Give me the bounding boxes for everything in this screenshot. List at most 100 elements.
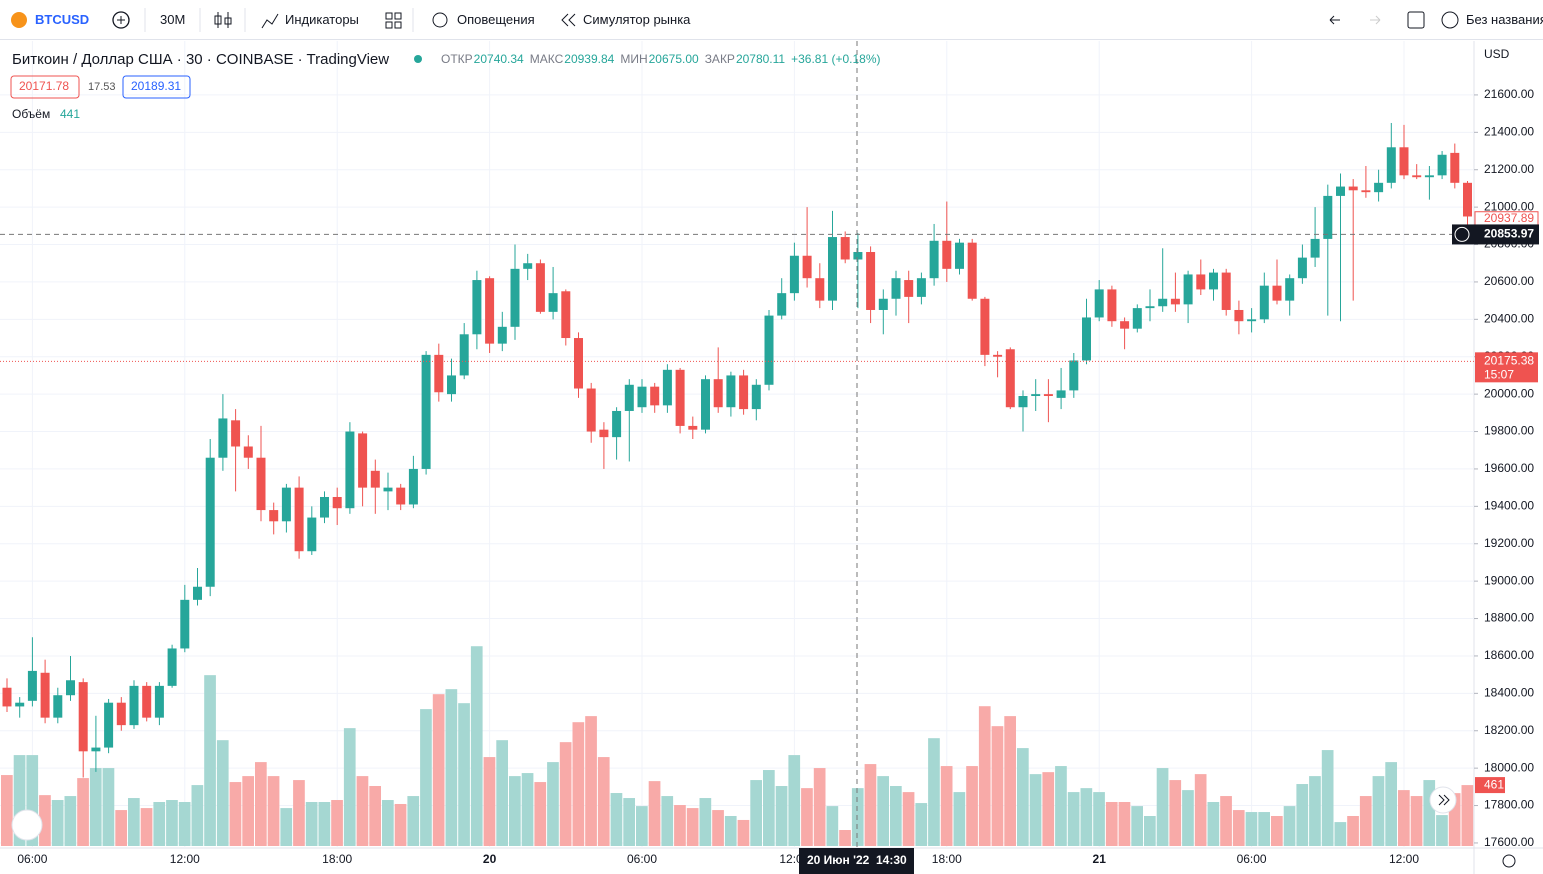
candle-body — [853, 252, 863, 260]
volume-bar — [115, 810, 127, 846]
candle-body — [2, 687, 12, 707]
volume-bar — [750, 780, 762, 846]
volume-bar — [674, 805, 686, 846]
candle-body — [993, 354, 1003, 357]
volume-bar — [851, 788, 864, 846]
crosshair-time-tag — [799, 848, 914, 874]
volume-bar — [623, 798, 635, 846]
volume-bar — [585, 716, 597, 846]
candle-body — [929, 240, 939, 279]
volume-bar — [13, 755, 26, 846]
y-tick-label: 19600.00 — [1484, 461, 1534, 475]
candle-body — [459, 334, 469, 376]
volume-bar — [1359, 796, 1372, 846]
x-tick-label: 18:00 — [322, 852, 352, 866]
candle-body — [447, 375, 456, 395]
volume-bar — [1283, 806, 1296, 846]
candle-body — [916, 278, 926, 297]
volume-bar — [534, 782, 547, 846]
volume-bar — [864, 764, 877, 846]
candle-body — [840, 237, 850, 260]
volume-bar — [915, 803, 928, 846]
candle-body — [1234, 309, 1244, 322]
y-tick-label: 18000.00 — [1484, 760, 1534, 774]
replay-button[interactable]: Симулятор рынка — [583, 12, 691, 27]
volume-bar — [597, 757, 610, 846]
legend-key: ОТКР — [441, 52, 473, 66]
volume-bar — [166, 800, 178, 846]
bid-price: 20171.78 — [19, 79, 69, 93]
y-tick-label: 20600.00 — [1484, 274, 1534, 288]
volume-bar — [1309, 776, 1321, 846]
legend-key: МИН — [620, 52, 647, 66]
volume-bar — [1067, 792, 1080, 846]
candle-body — [1031, 394, 1041, 397]
candle-body — [1069, 360, 1079, 391]
candle-body — [955, 242, 964, 269]
y-tick-label: 19800.00 — [1484, 424, 1534, 438]
candle-body — [561, 291, 571, 339]
candle-body — [218, 418, 228, 458]
volume-bar — [890, 786, 902, 846]
symbol[interactable]: BTCUSD — [35, 12, 90, 27]
candle-body — [1043, 394, 1053, 397]
volume-bar — [1207, 802, 1220, 846]
candle-body — [180, 599, 190, 649]
candle-body — [66, 680, 75, 696]
volume-bar — [1258, 812, 1270, 846]
volume-bar — [877, 776, 889, 846]
volume-bar — [242, 776, 254, 846]
candle-body — [167, 648, 177, 686]
y-tick-label: 18400.00 — [1484, 686, 1534, 700]
volume-bar — [382, 800, 394, 846]
volume-bar — [1042, 772, 1055, 846]
candle-body — [1170, 298, 1180, 305]
legend-key: ЗАКР — [705, 52, 735, 66]
candle-body — [485, 278, 495, 344]
candle-body — [243, 446, 253, 458]
volume-bar — [724, 816, 737, 846]
x-tick-label: 12:00 — [1389, 852, 1419, 866]
volume-bar — [153, 802, 166, 846]
volume-bar — [521, 773, 534, 846]
ask-box — [122, 75, 191, 99]
volume-bar — [737, 819, 750, 846]
scroll-icon — [1438, 794, 1450, 806]
volume-bar — [1029, 774, 1042, 846]
candle-body — [1209, 272, 1218, 290]
volume-bar — [445, 689, 458, 846]
crosshair-price-label: 20853.97 — [1484, 227, 1534, 241]
volume-bar — [1004, 716, 1016, 846]
x-tick-label: 06:00 — [627, 852, 657, 866]
bid-box — [10, 75, 80, 99]
volume-bar — [978, 706, 991, 846]
candle-body — [421, 354, 431, 469]
volume-bar — [712, 810, 724, 846]
legend-value: 20675.00 — [649, 52, 699, 66]
layout-name[interactable]: Без названия — [1466, 12, 1543, 27]
y-tick-label: 21600.00 — [1484, 87, 1534, 101]
volume-bar — [1017, 748, 1029, 846]
volume-bar — [1398, 790, 1410, 846]
volume-bar — [1080, 788, 1093, 846]
volume-legend-key: Объём — [12, 107, 50, 121]
volume-bar — [559, 742, 572, 846]
candle-body — [904, 280, 914, 297]
volume-bar — [826, 806, 839, 846]
alerts-button[interactable]: Оповещения — [457, 12, 535, 27]
volume-bar — [89, 768, 102, 846]
candle-body — [726, 375, 736, 408]
volume-bar — [140, 808, 153, 846]
y-tick-label: 19200.00 — [1484, 536, 1534, 550]
indicators-button[interactable]: Индикаторы — [285, 12, 359, 27]
candle-body — [1196, 274, 1206, 290]
candle-body — [370, 470, 380, 488]
interval[interactable]: 30М — [160, 12, 186, 27]
x-tick-label: 06:00 — [1237, 852, 1267, 866]
y-tick-label: 21000.00 — [1484, 199, 1534, 213]
volume-bar — [763, 770, 775, 846]
candle-body — [231, 420, 241, 447]
volume-bar — [51, 800, 64, 846]
candle-body — [1145, 306, 1155, 309]
candle-body — [154, 685, 164, 718]
